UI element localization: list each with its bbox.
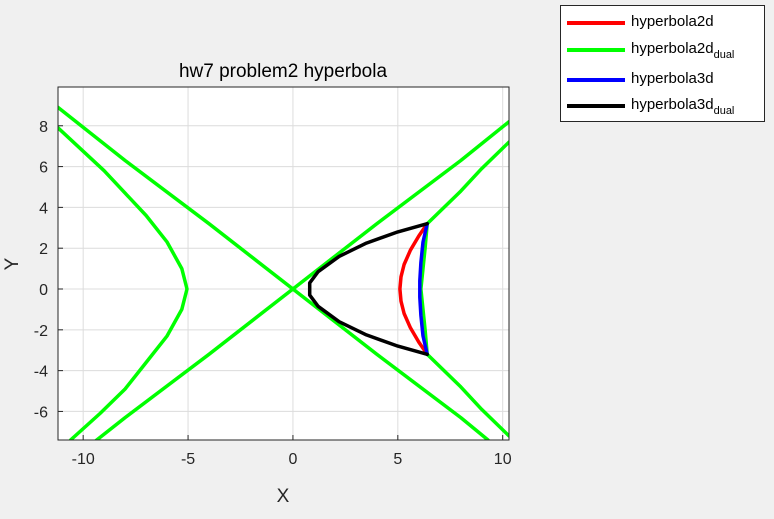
series-line-hyperbola3d-dual (307, 221, 429, 357)
y-tick-label: 2 (39, 241, 48, 258)
y-tick-label: 0 (39, 282, 48, 299)
y-tick-label: 4 (39, 200, 48, 217)
legend-item[interactable]: hyperbola3ddual (567, 94, 762, 118)
y-tick-label: 8 (39, 119, 48, 136)
legend-label: hyperbola2d (631, 13, 714, 30)
legend-label-text: hyperbola2d (631, 13, 714, 30)
x-tick-label: 5 (393, 451, 402, 468)
y-axis-label: Y (2, 257, 23, 270)
legend-label: hyperbola3ddual (631, 96, 734, 117)
x-tick-label: -10 (72, 451, 95, 468)
legend-swatch-green (567, 48, 625, 52)
legend[interactable]: hyperbola2d hyperbola2ddual hyperbola3d … (560, 5, 765, 122)
legend-label-text: hyperbola2d (631, 40, 714, 57)
legend-label: hyperbola2ddual (631, 40, 734, 61)
series-line-hyperbola2d (398, 221, 429, 357)
y-tick-label: -2 (34, 323, 48, 340)
tick-layer: -10 -5 0 5 10 -6 -4 -2 0 2 4 6 8 (34, 119, 512, 468)
axes-box (57, 86, 510, 441)
x-tick-label: -5 (181, 451, 195, 468)
y-tick-label: -4 (34, 364, 48, 381)
legend-item[interactable]: hyperbola3d (567, 68, 762, 92)
legend-label-text: hyperbola3d (631, 96, 714, 113)
grid-layer (58, 87, 509, 440)
x-tick-label: 0 (288, 451, 297, 468)
series-line-hyperbola2d-dual (58, 126, 189, 440)
series-layer (58, 105, 509, 440)
legend-item[interactable]: hyperbola2d (567, 11, 762, 35)
chart-title: hw7 problem2 hyperbola (179, 61, 388, 82)
y-tick-label: -6 (34, 404, 48, 421)
series-line-hyperbola2d-dual (93, 119, 509, 440)
x-axis-label: X (277, 486, 290, 507)
legend-label-subscript: dual (713, 105, 735, 117)
legend-label-subscript: dual (713, 49, 735, 61)
legend-swatch-red (567, 21, 625, 25)
x-tick-label: 10 (494, 451, 512, 468)
legend-swatch-blue (567, 78, 625, 82)
series-line-hyperbola3d (418, 221, 429, 357)
legend-label: hyperbola3d (631, 70, 714, 87)
y-tick-label: 6 (39, 160, 48, 177)
legend-label-text: hyperbola3d (631, 70, 714, 87)
legend-item[interactable]: hyperbola2ddual (567, 38, 762, 62)
legend-swatch-black (567, 104, 625, 108)
